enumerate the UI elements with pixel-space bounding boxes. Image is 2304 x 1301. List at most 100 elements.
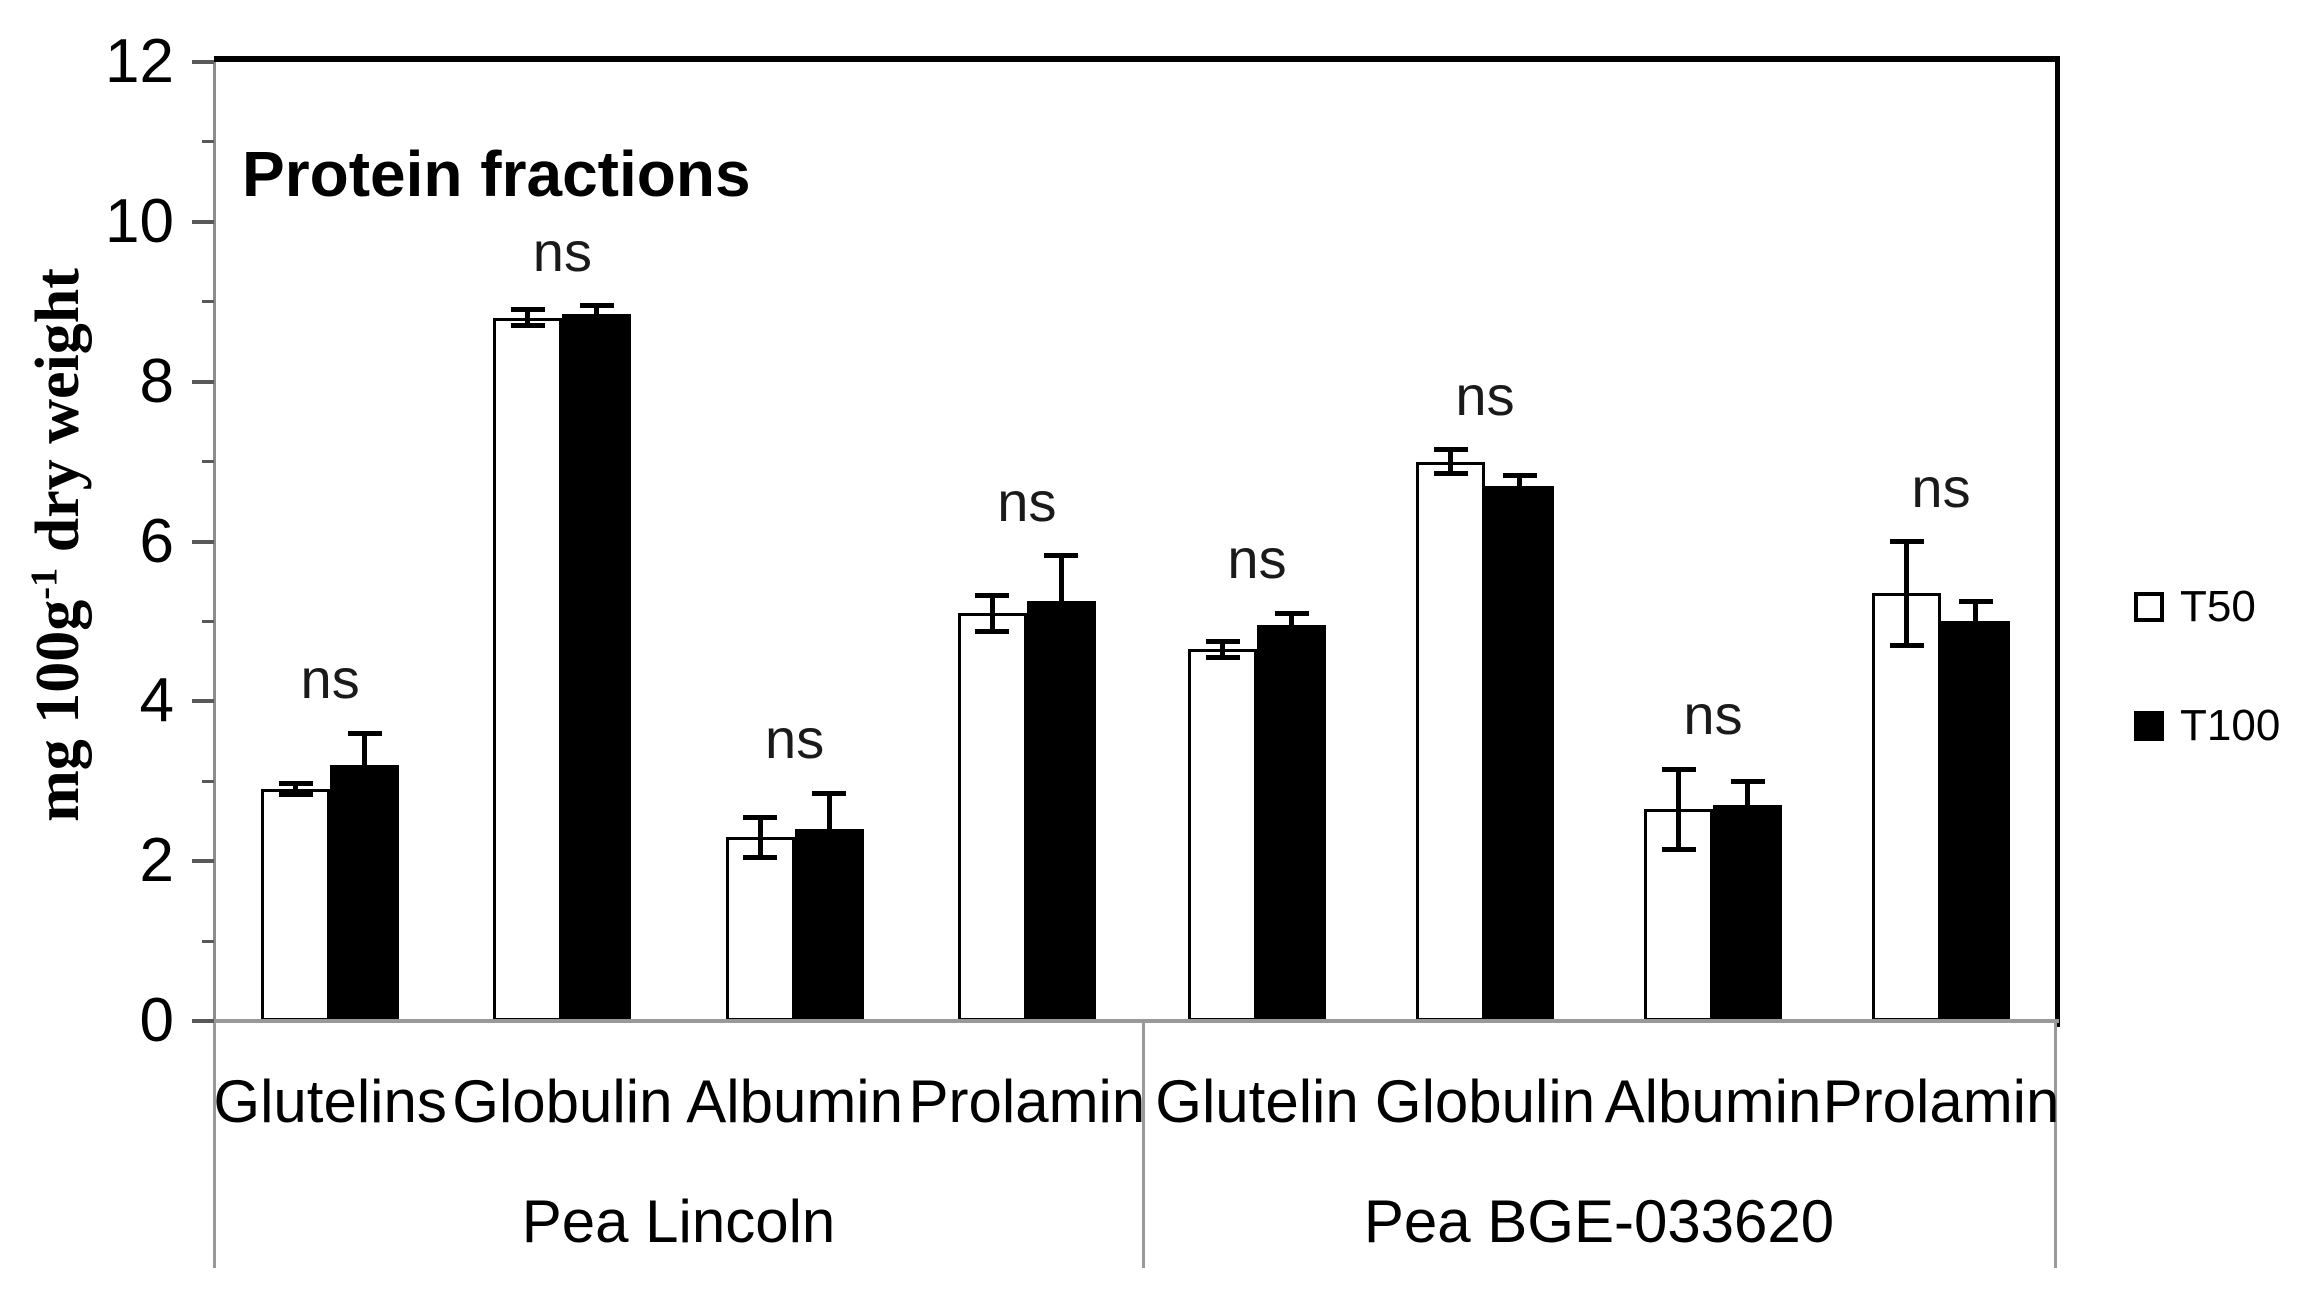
- error-cap-top-t50-7: [1889, 539, 1924, 544]
- bar-t50-5: [1416, 461, 1485, 1021]
- ns-label-5: ns: [1455, 363, 1515, 427]
- error-bar-t50-5: [1448, 449, 1453, 474]
- error-cap-bottom-t100-6: [1730, 826, 1765, 832]
- error-cap-top-t50-4: [1205, 638, 1240, 644]
- error-bar-t100-7: [1973, 601, 1978, 642]
- bar-t50-3: [957, 613, 1027, 1021]
- y-tick-label-10: 10: [105, 186, 174, 256]
- error-bar-t100-2: [826, 793, 832, 866]
- error-cap-bottom-t50-7: [1889, 642, 1924, 648]
- legend-label-t50: T50: [2180, 582, 2256, 631]
- error-cap-top-t100-7: [1958, 598, 1993, 604]
- y-axis-title-superscript: -1: [23, 567, 66, 600]
- error-cap-bottom-t50-2: [743, 854, 778, 860]
- error-bar-t50-6: [1676, 769, 1681, 850]
- bar-t100-3: [1026, 601, 1096, 1021]
- category-label-0: Glutelins: [213, 1068, 447, 1135]
- error-cap-top-t100-1: [579, 303, 614, 309]
- legend-swatch-t100: [2134, 711, 2164, 741]
- error-bar-t100-1: [594, 305, 600, 322]
- error-bar-t50-4: [1220, 641, 1225, 658]
- error-bar-t50-2: [757, 817, 763, 858]
- error-cap-top-t100-6: [1730, 778, 1765, 784]
- error-cap-top-t100-0: [347, 730, 382, 736]
- y-tick-2: [192, 859, 214, 864]
- ns-label-3: ns: [997, 469, 1057, 533]
- legend-entry-t50: T50: [2134, 585, 2256, 629]
- error-cap-bottom-t100-1: [579, 319, 614, 325]
- group-label-0: Pea Lincoln: [521, 1188, 836, 1255]
- y-tick-label-4: 4: [139, 666, 174, 736]
- bar-t50-7: [1872, 593, 1941, 1021]
- ns-label-6: ns: [1683, 683, 1743, 747]
- error-cap-top-t50-2: [743, 814, 778, 820]
- error-cap-bottom-t100-5: [1502, 492, 1537, 498]
- bar-t50-4: [1188, 649, 1257, 1021]
- y-tick-11: [202, 140, 214, 144]
- chart-title: Protein fractions: [242, 138, 751, 210]
- category-separator-2: [2053, 1021, 2057, 1268]
- error-bar-t100-0: [362, 733, 368, 798]
- error-cap-bottom-t50-1: [510, 323, 545, 329]
- legend-swatch-t50: [2134, 592, 2164, 622]
- error-cap-top-t50-1: [510, 307, 545, 313]
- error-cap-top-t100-4: [1274, 610, 1309, 616]
- y-axis-line: [213, 62, 216, 1021]
- error-cap-bottom-t50-0: [278, 792, 313, 798]
- y-tick-5: [202, 619, 214, 623]
- bar-t100-1: [562, 313, 632, 1021]
- error-cap-bottom-t100-4: [1274, 634, 1309, 640]
- error-bar-t100-6: [1745, 781, 1750, 830]
- legend-label-t100: T100: [2180, 701, 2281, 750]
- error-cap-bottom-t100-3: [1044, 644, 1079, 650]
- error-cap-top-t50-5: [1433, 447, 1468, 453]
- y-tick-12: [192, 60, 214, 64]
- bar-t50-2: [725, 837, 795, 1021]
- y-tick-9: [202, 300, 214, 304]
- ns-label-1: ns: [532, 219, 592, 283]
- error-cap-bottom-t100-2: [812, 862, 847, 868]
- category-label-5: Globulin: [1374, 1068, 1596, 1135]
- bar-t100-5: [1485, 485, 1554, 1021]
- group-label-1: Pea BGE-033620: [1363, 1188, 1835, 1255]
- category-label-3: Prolamin: [908, 1068, 1146, 1135]
- bar-t50-0: [261, 789, 331, 1021]
- y-tick-label-8: 8: [139, 346, 174, 416]
- error-cap-bottom-t50-4: [1205, 654, 1240, 660]
- plot-area-frame: [214, 56, 2060, 1027]
- error-bar-t100-5: [1517, 475, 1522, 496]
- category-label-4: Glutelin: [1155, 1068, 1359, 1135]
- error-cap-top-t100-5: [1502, 473, 1537, 479]
- category-label-6: Albumin: [1604, 1068, 1822, 1135]
- category-separator-0: [212, 1021, 216, 1268]
- error-cap-top-t50-6: [1661, 766, 1696, 772]
- bar-t100-6: [1713, 805, 1782, 1021]
- error-cap-bottom-t50-6: [1661, 846, 1696, 852]
- y-tick-0: [192, 1019, 214, 1023]
- y-tick-3: [202, 779, 214, 783]
- y-tick-label-2: 2: [139, 826, 174, 896]
- y-tick-label-12: 12: [105, 27, 174, 96]
- legend-entry-t100: T100: [2134, 704, 2280, 748]
- y-tick-label-0: 0: [139, 986, 174, 1055]
- error-bar-t50-0: [293, 783, 299, 795]
- error-bar-t50-1: [525, 309, 531, 326]
- bar-t100-0: [330, 765, 400, 1021]
- error-cap-top-t50-0: [278, 781, 313, 787]
- y-tick-4: [192, 699, 214, 704]
- error-cap-bottom-t50-3: [975, 628, 1010, 634]
- y-tick-7: [202, 460, 214, 464]
- bar-t100-4: [1257, 625, 1326, 1021]
- error-bar-t50-7: [1904, 541, 1909, 646]
- category-label-2: Albumin: [686, 1068, 904, 1135]
- ns-label-7: ns: [1911, 455, 1971, 519]
- y-tick-6: [192, 539, 214, 544]
- error-bar-t100-4: [1289, 613, 1294, 638]
- x-axis-line: [212, 1019, 2059, 1023]
- error-cap-top-t100-2: [812, 790, 847, 796]
- category-label-7: Prolamin: [1822, 1068, 2060, 1135]
- error-bar-t50-3: [989, 595, 995, 631]
- error-cap-bottom-t100-0: [347, 794, 382, 800]
- category-separator-1: [1141, 1021, 1145, 1268]
